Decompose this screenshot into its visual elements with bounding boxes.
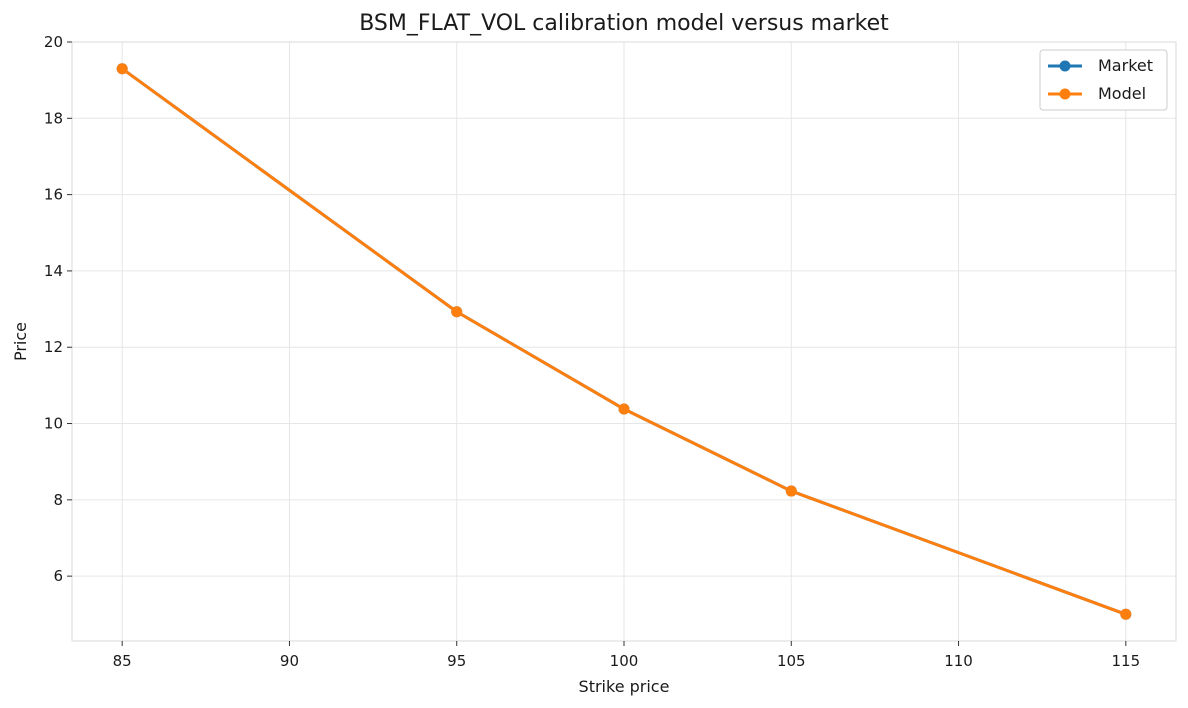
- x-tick-label: 110: [944, 652, 973, 670]
- x-tick-label: 100: [610, 652, 639, 670]
- series-layer: [116, 63, 1132, 620]
- x-tick-label: 105: [777, 652, 806, 670]
- y-tick-label: 10: [44, 415, 63, 433]
- legend: Market Model: [1039, 49, 1168, 111]
- data-point: [451, 306, 463, 318]
- legend-entry-market: Market: [1048, 56, 1153, 75]
- legend-label: Model: [1098, 84, 1146, 103]
- grid: [72, 41, 1176, 641]
- x-tick-label: 90: [280, 652, 299, 670]
- data-point: [116, 63, 128, 75]
- legend-marker: [1059, 60, 1071, 72]
- y-tick-label: 8: [53, 491, 63, 509]
- y-tick-label: 12: [44, 338, 63, 356]
- x-tick-label: 115: [1111, 652, 1140, 670]
- data-point: [1120, 608, 1132, 620]
- y-tick-label: 20: [44, 33, 63, 51]
- axis-ticks: 85 90 95 100 105 110 115 6 8 10 12 14 16 18 20: [44, 33, 1140, 670]
- x-tick-label: 95: [447, 652, 466, 670]
- y-tick-label: 16: [44, 186, 63, 204]
- legend-label: Market: [1098, 56, 1153, 75]
- y-tick-label: 14: [44, 262, 63, 280]
- legend-marker: [1059, 88, 1071, 100]
- x-axis-label: Strike price: [579, 677, 670, 696]
- y-tick-label: 6: [53, 567, 63, 585]
- data-point: [785, 485, 797, 497]
- x-tick-label: 85: [113, 652, 132, 670]
- chart-title: BSM_FLAT_VOL calibration model versus ma…: [359, 11, 889, 36]
- series-model: [116, 63, 1132, 620]
- legend-entries: Market Model: [1048, 56, 1153, 103]
- y-tick-label: 18: [44, 109, 63, 127]
- legend-entry-model: Model: [1048, 84, 1146, 103]
- y-axis-label: Price: [11, 322, 30, 361]
- data-point: [618, 403, 630, 415]
